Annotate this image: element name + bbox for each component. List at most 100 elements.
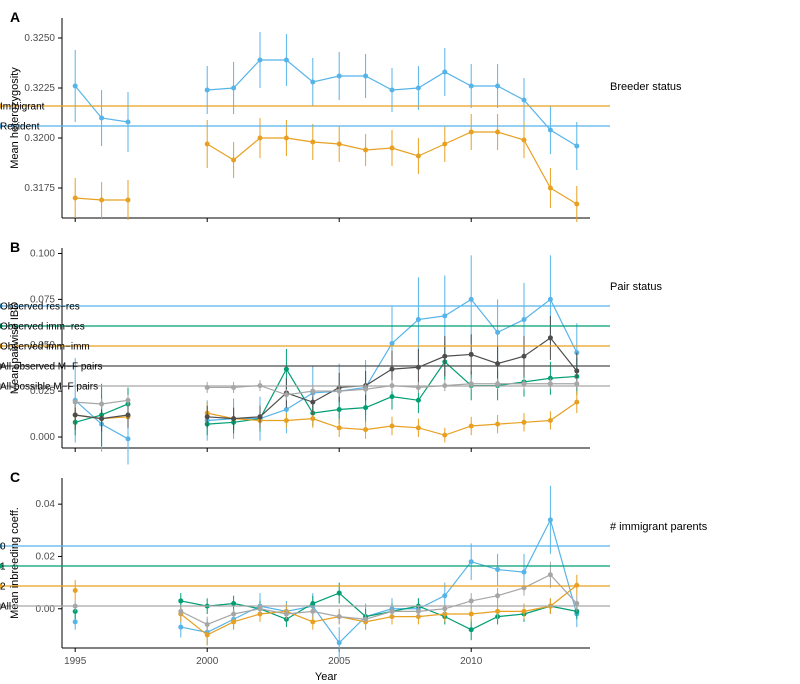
series-marker	[231, 86, 236, 91]
series-marker	[258, 414, 263, 419]
series-marker	[337, 591, 342, 596]
series-marker	[469, 598, 474, 603]
series-line	[75, 132, 577, 204]
series-marker	[548, 517, 553, 522]
series-marker	[416, 398, 421, 403]
legend-label: 2	[0, 582, 6, 593]
series-marker	[390, 394, 395, 399]
series-marker	[363, 405, 368, 410]
series-marker	[390, 609, 395, 614]
series-marker	[416, 154, 421, 159]
series-line	[75, 338, 577, 419]
series-marker	[416, 609, 421, 614]
series-marker	[73, 196, 78, 201]
series-marker	[442, 354, 447, 359]
series-marker	[390, 341, 395, 346]
y-tick-label: 0.3225	[24, 83, 55, 94]
series-marker	[495, 567, 500, 572]
series-marker	[73, 400, 78, 405]
series-line	[75, 384, 577, 404]
series-marker	[574, 202, 579, 207]
x-tick-label: 2000	[196, 656, 219, 667]
legend-label: Resident	[0, 122, 40, 133]
series-marker	[284, 58, 289, 63]
series-line	[181, 575, 577, 625]
series-marker	[99, 116, 104, 121]
series-marker	[416, 86, 421, 91]
series-marker	[178, 625, 183, 630]
series-marker	[337, 640, 342, 645]
series-marker	[178, 609, 183, 614]
series-marker	[548, 335, 553, 340]
series-line	[181, 520, 577, 643]
series-marker	[495, 361, 500, 366]
series-line	[75, 362, 577, 424]
series-marker	[310, 389, 315, 394]
series-marker	[284, 136, 289, 141]
legend-label: All observed M−F pairs	[0, 362, 103, 373]
series-marker	[495, 330, 500, 335]
series-marker	[310, 601, 315, 606]
series-marker	[126, 120, 131, 125]
series-marker	[469, 130, 474, 135]
series-marker	[126, 398, 131, 403]
series-marker	[469, 84, 474, 89]
series-marker	[205, 142, 210, 147]
series-marker	[284, 407, 289, 412]
series-marker	[574, 368, 579, 373]
series-marker	[284, 392, 289, 397]
series-marker	[416, 425, 421, 430]
series-marker	[522, 420, 527, 425]
series-marker	[495, 130, 500, 135]
series-marker	[442, 70, 447, 75]
series-marker	[231, 612, 236, 617]
series-marker	[73, 412, 78, 417]
series-marker	[442, 142, 447, 147]
x-tick-label: 2010	[460, 656, 483, 667]
x-tick-label: 1995	[64, 656, 87, 667]
series-marker	[337, 74, 342, 79]
series-marker	[522, 138, 527, 143]
series-marker	[574, 144, 579, 149]
series-marker	[205, 622, 210, 627]
series-marker	[548, 128, 553, 133]
series-marker	[390, 88, 395, 93]
series-marker	[469, 559, 474, 564]
series-marker	[205, 632, 210, 637]
series-marker	[284, 612, 289, 617]
series-marker	[178, 598, 183, 603]
series-marker	[310, 140, 315, 145]
legend-label: All	[0, 602, 11, 613]
series-marker	[231, 416, 236, 421]
series-marker	[390, 146, 395, 151]
series-marker	[126, 436, 131, 441]
series-marker	[337, 614, 342, 619]
legend-title: # immigrant parents	[610, 521, 708, 533]
series-marker	[442, 433, 447, 438]
series-marker	[310, 400, 315, 405]
series-marker	[495, 609, 500, 614]
series-marker	[548, 572, 553, 577]
series-marker	[522, 98, 527, 103]
series-marker	[73, 84, 78, 89]
legend-title: Pair status	[610, 281, 662, 293]
series-marker	[205, 414, 210, 419]
panel-letter-C: C	[10, 469, 20, 485]
series-marker	[363, 148, 368, 153]
series-marker	[495, 593, 500, 598]
series-marker	[231, 601, 236, 606]
series-line	[181, 585, 577, 635]
legend-title: Breeder status	[610, 81, 682, 93]
series-marker	[258, 136, 263, 141]
y-tick-label: 0.02	[36, 551, 56, 562]
y-tick-label: 0.3175	[24, 183, 55, 194]
series-marker	[522, 354, 527, 359]
series-marker	[442, 606, 447, 611]
series-marker	[522, 609, 527, 614]
legend-label: 1	[0, 562, 6, 573]
series-marker	[495, 422, 500, 427]
series-marker	[548, 186, 553, 191]
series-marker	[337, 407, 342, 412]
series-line	[75, 402, 577, 435]
series-marker	[390, 367, 395, 372]
